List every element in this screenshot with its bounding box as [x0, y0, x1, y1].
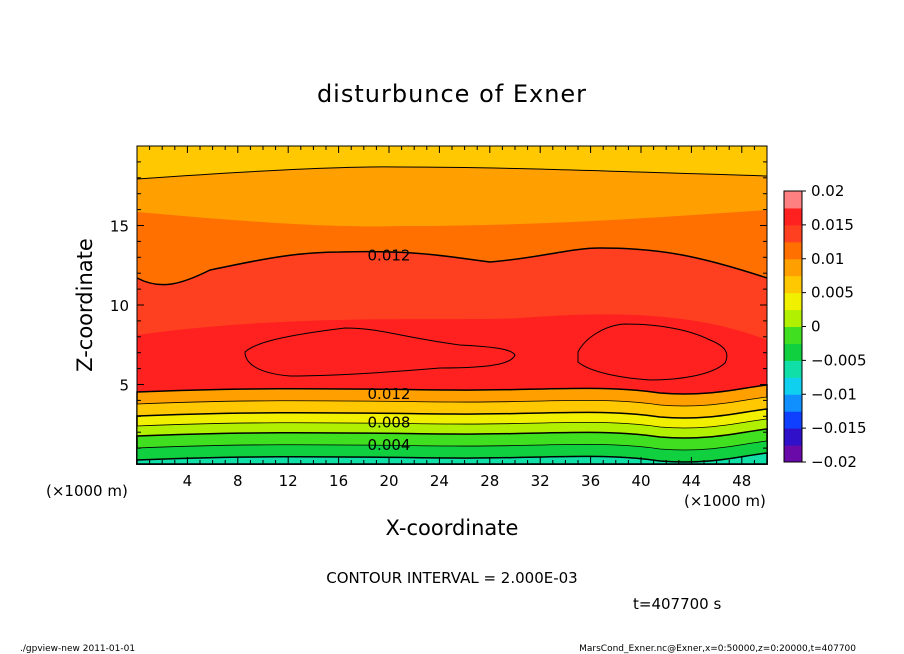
colorbar-label: 0 — [811, 318, 821, 336]
colorbar-swatch — [784, 445, 802, 463]
contour-labels: 0.012 0.012 0.008 0.004 — [368, 247, 411, 454]
y-tick-labels: 5 10 15 — [110, 218, 129, 395]
footer-left: ./gpview-new 2011-01-01 — [20, 644, 135, 654]
lower-bands — [136, 384, 768, 465]
x-axis-label: X-coordinate — [386, 516, 519, 540]
colorbar-swatch — [784, 191, 802, 209]
band-lower-6 — [136, 452, 768, 465]
axis-ticks — [137, 146, 767, 464]
colorbar-swatch — [784, 258, 802, 277]
x-tick-label: 48 — [732, 472, 751, 490]
contour-interval-note: CONTOUR INTERVAL = 2.000E-03 — [326, 569, 577, 587]
x-tick-label: 4 — [183, 472, 193, 490]
x-unit-right: (×1000 m) — [684, 492, 766, 510]
x-tick-label: 16 — [329, 472, 348, 490]
x-tick-label: 12 — [279, 472, 298, 490]
colorbar-swatch — [784, 326, 802, 344]
colorbar-swatch — [784, 207, 802, 226]
time-label: t=407700 s — [633, 595, 721, 613]
colorbar-swatch — [784, 292, 802, 311]
colorbar-swatch — [784, 394, 802, 412]
colorbar-swatch — [784, 377, 802, 395]
x-tick-label: 36 — [581, 472, 600, 490]
colorbar-swatch — [784, 343, 802, 361]
contour-label-3: 0.004 — [368, 436, 411, 454]
colorbar-swatch — [784, 241, 802, 260]
contour-label-2: 0.008 — [368, 414, 411, 432]
contour-0.008-upper — [136, 166, 768, 180]
colorbar-label: 0.005 — [811, 284, 854, 302]
colorbar-label: −0.005 — [811, 351, 867, 369]
contour-0.012-upper — [136, 247, 768, 286]
colorbar-swatch — [784, 224, 802, 243]
x-tick-label: 8 — [233, 472, 243, 490]
cell-right — [577, 323, 728, 381]
contour-label-0: 0.012 — [368, 247, 411, 265]
x-tick-label: 44 — [682, 472, 701, 490]
y-tick-label: 10 — [110, 297, 129, 315]
colorbar-swatch — [784, 275, 802, 294]
y-tick-label: 15 — [110, 218, 129, 236]
x-tick-label: 24 — [430, 472, 449, 490]
colorbar-label: 0.015 — [811, 216, 854, 234]
cell-left — [244, 327, 516, 377]
colorbar-label: −0.02 — [811, 453, 857, 471]
x-tick-label: 40 — [631, 472, 650, 490]
colorbar-label: 0.01 — [811, 250, 844, 268]
plot-area: 0.012 0.012 0.008 0.004 — [136, 145, 768, 465]
contour-label-1: 0.012 — [368, 385, 411, 403]
colorbar-swatch — [784, 360, 802, 378]
colorbar-label: 0.02 — [811, 182, 844, 200]
colorbar-swatch — [784, 411, 802, 429]
colorbar-labels: 0.02 0.015 0.01 0.005 0 −0.005 −0.01 −0.015 −0.0… — [811, 182, 867, 471]
x-tick-labels: 4 8 12 16 20 24 28 32 36 40 44 48 — [183, 472, 752, 490]
colorbar-swatch — [784, 428, 802, 446]
colorbar-label: −0.015 — [811, 419, 867, 437]
x-unit-left: (×1000 m) — [46, 482, 128, 500]
colorbar — [783, 190, 806, 463]
y-tick-label: 5 — [119, 377, 129, 395]
y-axis-label: Z-coordinate — [73, 238, 97, 372]
footer-right: MarsCond_Exner.nc@Exner,x=0:50000,z=0:20… — [579, 644, 856, 654]
colorbar-label: −0.01 — [811, 385, 857, 403]
colorbar-swatch — [784, 309, 802, 327]
x-tick-label: 28 — [480, 472, 499, 490]
x-tick-label: 20 — [379, 472, 398, 490]
x-tick-label: 32 — [531, 472, 550, 490]
chart-title: disturbunce of Exner — [317, 80, 587, 108]
